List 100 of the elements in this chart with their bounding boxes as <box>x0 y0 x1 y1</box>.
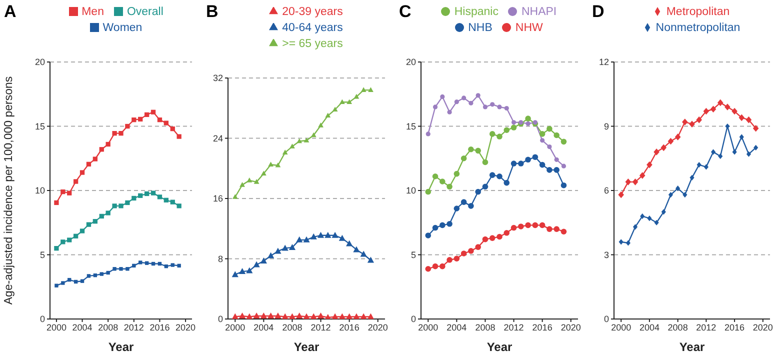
point <box>518 224 524 230</box>
point <box>674 134 681 140</box>
point <box>275 162 281 168</box>
x-tick-label: 2016 <box>150 322 170 332</box>
point <box>288 244 296 250</box>
y-tick-label: 20 <box>34 57 45 68</box>
point <box>86 222 92 227</box>
point <box>618 191 624 198</box>
point <box>150 110 156 114</box>
point <box>476 93 480 98</box>
point <box>560 182 567 188</box>
point <box>539 222 546 228</box>
point <box>368 87 374 92</box>
point <box>547 144 552 150</box>
point <box>532 222 538 228</box>
point <box>710 106 716 113</box>
point <box>112 204 117 208</box>
point <box>732 149 737 155</box>
point <box>668 192 674 198</box>
point <box>504 230 510 236</box>
point <box>510 124 517 130</box>
point <box>647 216 652 222</box>
point <box>732 108 738 115</box>
point <box>176 204 182 208</box>
point <box>526 121 530 126</box>
point <box>646 161 652 168</box>
point <box>54 284 58 288</box>
x-tick-label: 2008 <box>668 322 688 332</box>
point <box>546 126 552 132</box>
point <box>60 189 66 194</box>
point <box>106 210 110 216</box>
point <box>118 130 124 136</box>
point <box>490 102 495 107</box>
legend-label: Nonmetropolitan <box>656 22 740 34</box>
y-tick-label: 24 <box>212 133 223 144</box>
x-tick-label: 2020 <box>752 322 773 332</box>
point <box>346 240 353 246</box>
x-tick-label: 2004 <box>72 322 92 332</box>
point <box>360 87 366 92</box>
point <box>525 156 531 163</box>
point <box>68 278 72 282</box>
point <box>454 170 460 177</box>
chart-title: B <box>206 2 218 22</box>
point <box>240 182 245 187</box>
x-tick-label: 2020 <box>368 322 388 332</box>
point <box>446 256 452 263</box>
point <box>138 260 142 264</box>
point <box>61 281 65 285</box>
point <box>454 256 460 262</box>
x-axis-title: Year <box>679 340 706 354</box>
point <box>454 206 460 212</box>
point <box>752 124 759 132</box>
point <box>468 248 474 254</box>
point <box>232 271 238 278</box>
point <box>164 264 168 268</box>
point <box>260 312 267 318</box>
point <box>489 172 496 178</box>
point <box>561 164 566 168</box>
point <box>560 138 567 145</box>
legend-label: NHW <box>515 22 543 34</box>
point <box>296 312 303 318</box>
y-tick-label: 8 <box>218 254 223 264</box>
x-tick-label: 2012 <box>124 322 144 332</box>
point <box>682 192 688 198</box>
legend-label: >= 65 years <box>282 38 343 50</box>
point <box>661 209 666 215</box>
x-tick-label: 2000 <box>46 322 66 332</box>
point <box>425 188 432 195</box>
point <box>496 234 502 240</box>
point <box>425 232 432 238</box>
point <box>282 150 288 154</box>
point <box>310 313 317 319</box>
point <box>144 261 149 265</box>
point <box>689 120 695 128</box>
point <box>80 279 84 283</box>
point <box>754 144 758 150</box>
legend-label: NHB <box>468 22 492 34</box>
chart-title: C <box>399 2 412 22</box>
point <box>325 112 331 118</box>
point <box>310 233 317 240</box>
point <box>67 190 72 196</box>
point <box>482 104 488 110</box>
point <box>288 313 296 319</box>
point <box>317 312 324 318</box>
point <box>332 313 338 319</box>
legend-label: Metropolitan <box>666 6 730 18</box>
x-tick-label: 2012 <box>504 322 524 332</box>
point <box>690 174 694 180</box>
point <box>92 219 98 224</box>
point <box>132 264 136 268</box>
point <box>554 132 560 138</box>
point <box>554 167 560 173</box>
point <box>324 232 332 238</box>
y-tick-label: 9 <box>604 121 609 132</box>
point <box>246 178 252 182</box>
x-axis-title: Year <box>108 340 134 354</box>
x-axis-title: Year <box>486 340 513 354</box>
point <box>232 194 238 199</box>
legend-label: NHAPI <box>521 6 557 18</box>
point <box>440 178 446 184</box>
